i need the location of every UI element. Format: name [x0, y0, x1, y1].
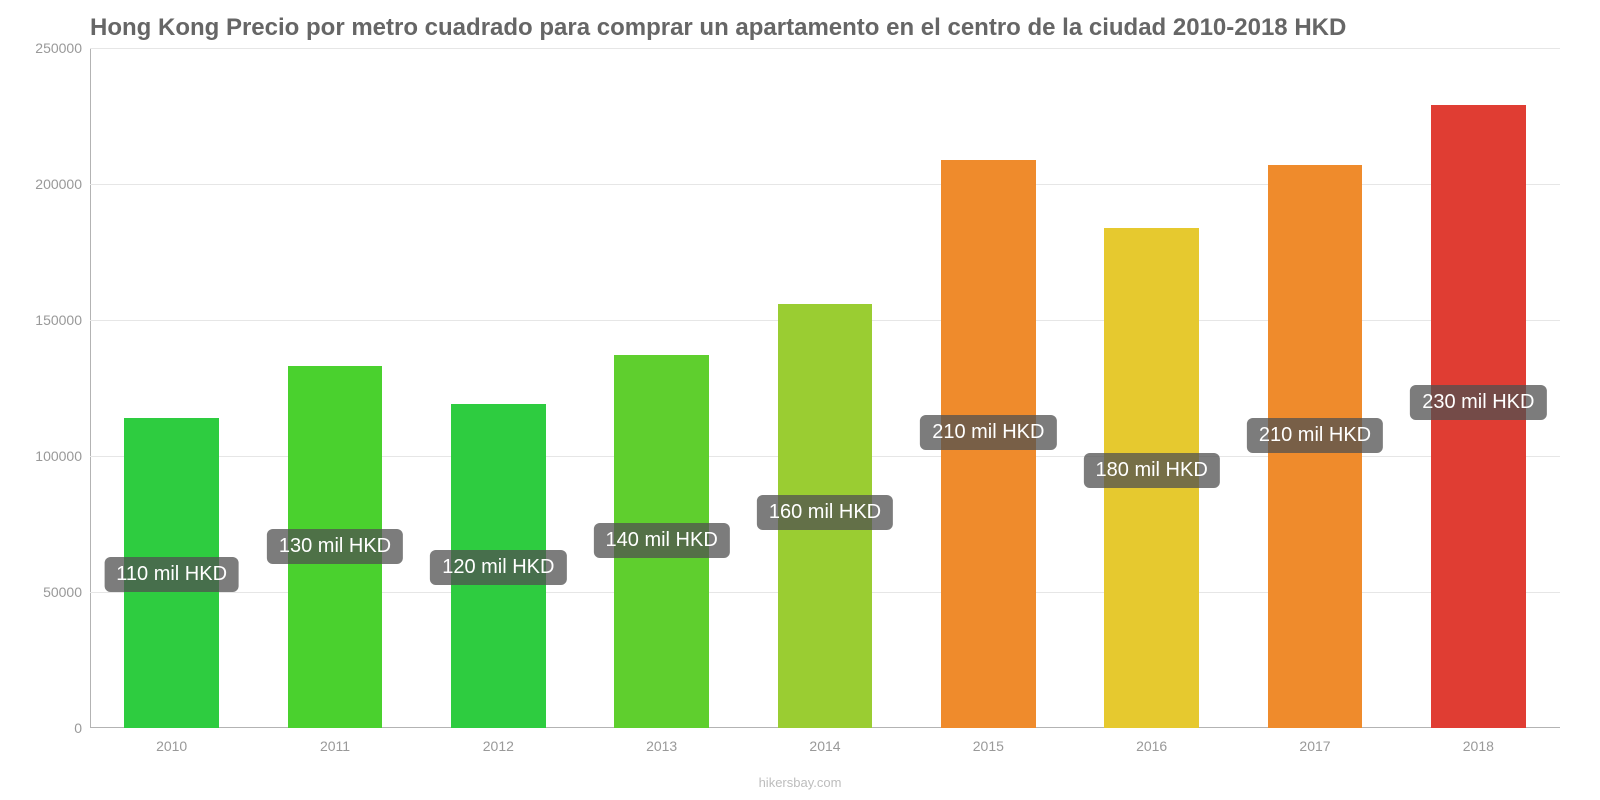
- x-tick-label: 2011: [320, 738, 350, 754]
- y-tick-label: 100000: [18, 448, 82, 464]
- x-tick-label: 2018: [1463, 738, 1494, 754]
- data-label-badge: 210 mil HKD: [1247, 418, 1383, 453]
- attribution-text: hikersbay.com: [759, 775, 842, 790]
- x-tick-label: 2014: [809, 738, 840, 754]
- x-tick-label: 2010: [156, 738, 187, 754]
- data-label-badge: 130 mil HKD: [267, 529, 403, 564]
- data-label-badge: 160 mil HKD: [757, 495, 893, 530]
- x-tick-label: 2017: [1299, 738, 1330, 754]
- data-label-badge: 110 mil HKD: [104, 557, 239, 592]
- y-tick-label: 250000: [18, 40, 82, 56]
- y-axis-line: [90, 48, 91, 728]
- y-tick-label: 0: [18, 720, 82, 736]
- y-tick-label: 200000: [18, 176, 82, 192]
- y-tick-label: 50000: [18, 584, 82, 600]
- data-label-badge: 120 mil HKD: [430, 550, 566, 585]
- data-label-badge: 230 mil HKD: [1410, 385, 1546, 420]
- x-tick-label: 2012: [483, 738, 514, 754]
- y-tick-label: 150000: [18, 312, 82, 328]
- x-tick-label: 2016: [1136, 738, 1167, 754]
- plot-area: 0500001000001500002000002500002010110 mi…: [90, 48, 1560, 728]
- x-tick-label: 2015: [973, 738, 1004, 754]
- gridline: [90, 48, 1560, 49]
- x-tick-label: 2013: [646, 738, 677, 754]
- data-label-badge: 140 mil HKD: [594, 523, 730, 558]
- chart-container: Hong Kong Precio por metro cuadrado para…: [0, 0, 1600, 800]
- chart-title: Hong Kong Precio por metro cuadrado para…: [90, 10, 1560, 48]
- data-label-badge: 180 mil HKD: [1084, 453, 1220, 488]
- data-label-badge: 210 mil HKD: [920, 415, 1056, 450]
